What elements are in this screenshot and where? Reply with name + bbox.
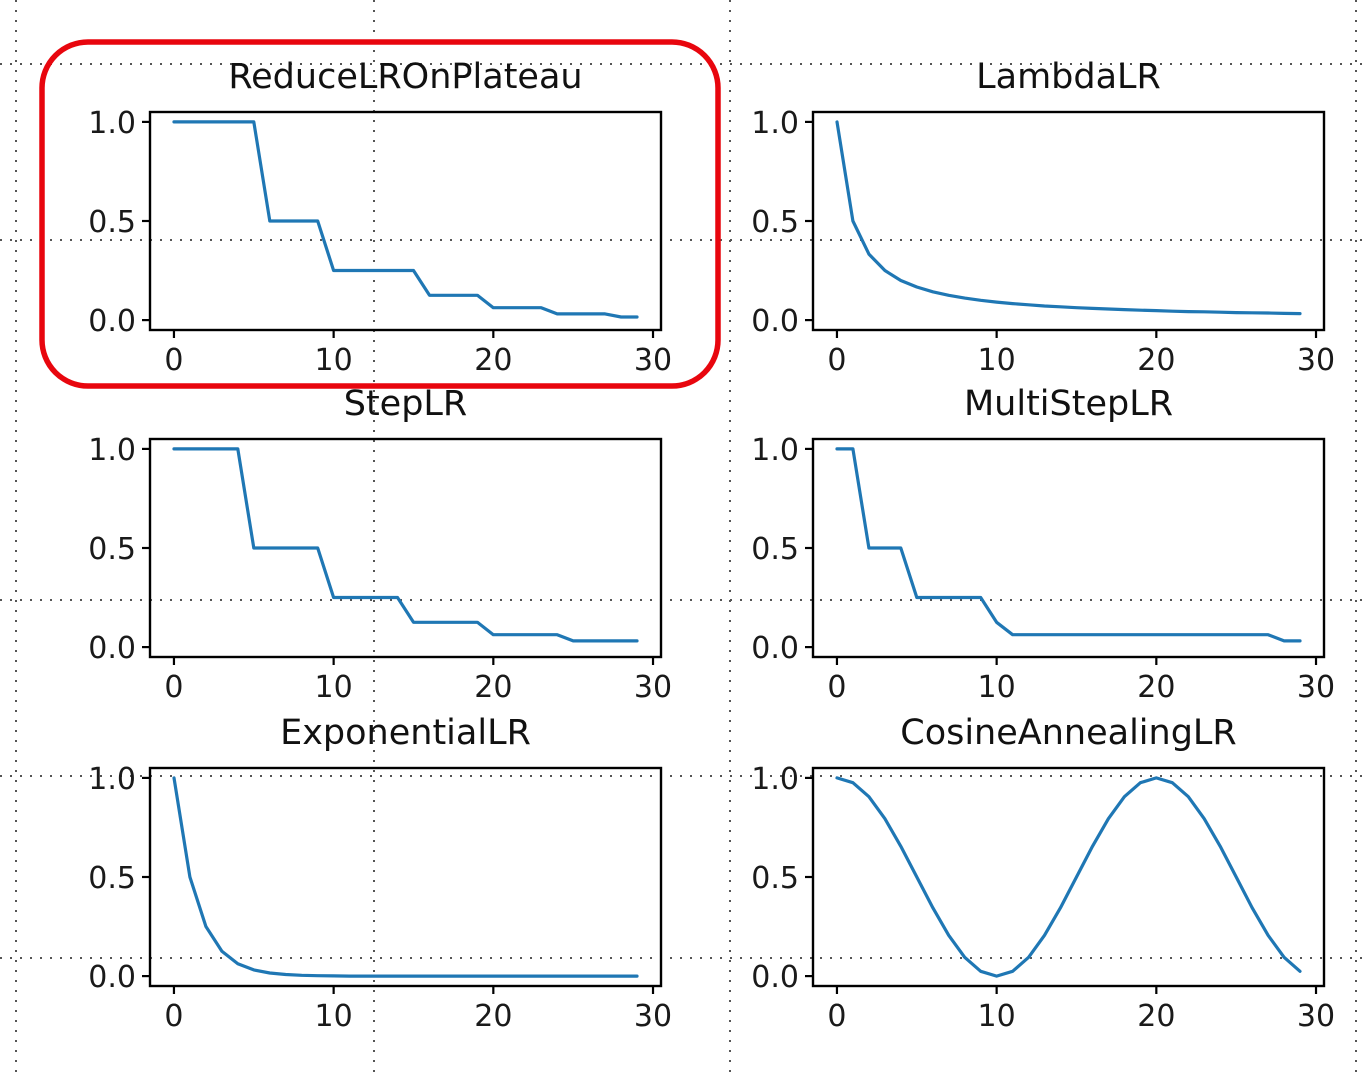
subplot-exponential-lr: ExponentialLR 0 10 20 30 0.0 0.5 1.0: [88, 713, 672, 1034]
x-tick-label: 30: [634, 670, 672, 705]
y-tick-label: 0.0: [88, 304, 136, 339]
x-tick-label: 10: [978, 999, 1016, 1034]
series-line: [172, 120, 639, 319]
series-line: [835, 776, 1302, 978]
x-tick-label: 10: [315, 670, 353, 705]
y-tick-label: 0.5: [88, 861, 136, 896]
y-tick-label: 0.0: [751, 631, 799, 666]
chart-title: StepLR: [344, 384, 468, 424]
y-tick-label: 0.5: [751, 205, 799, 240]
x-tick-label: 0: [164, 670, 183, 705]
series-line: [172, 776, 639, 978]
series-line: [835, 447, 1302, 643]
x-tick-label: 20: [1137, 999, 1175, 1034]
axes-frame: [148, 110, 663, 332]
y-tick-label: 1.0: [88, 106, 136, 141]
subplot-lambda-lr: LambdaLR 0 10 20 30 0.0 0.5 1.0: [751, 57, 1335, 378]
chart-title: ReduceLROnPlateau: [228, 57, 582, 97]
y-tick-label: 1.0: [751, 762, 799, 797]
x-tick-label: 20: [1137, 670, 1175, 705]
chart-title: MultiStepLR: [964, 384, 1173, 424]
subplot-step-lr: StepLR 0 10 20 30 0.0 0.5 1.0: [88, 384, 672, 705]
x-tick-label: 0: [164, 343, 183, 378]
y-tick-label: 0.0: [751, 304, 799, 339]
subplot-cosine-annealing-lr: CosineAnnealingLR 0 10 20 30 0.0 0.5 1.0: [751, 713, 1335, 1034]
series-line: [835, 120, 1302, 316]
axes-frame: [811, 110, 1326, 332]
x-tick-label: 0: [827, 670, 846, 705]
x-tick-label: 30: [1297, 670, 1335, 705]
chart-title: CosineAnnealingLR: [900, 713, 1236, 753]
x-tick-label: 20: [474, 999, 512, 1034]
x-tick-label: 10: [315, 999, 353, 1034]
y-tick-label: 0.5: [88, 532, 136, 567]
y-tick-label: 0.5: [751, 532, 799, 567]
x-tick-label: 20: [474, 343, 512, 378]
y-tick-label: 1.0: [751, 433, 799, 468]
chart-title: ExponentialLR: [280, 713, 531, 753]
x-tick-label: 0: [827, 343, 846, 378]
x-tick-label: 0: [164, 999, 183, 1034]
y-tick-label: 0.5: [88, 205, 136, 240]
subplot-reduce-lr-on-plateau: ReduceLROnPlateau 0 10 20 30 0.0 0.5 1.0: [88, 57, 672, 378]
series-line: [172, 447, 639, 643]
y-tick-label: 0.5: [751, 861, 799, 896]
x-tick-label: 0: [827, 999, 846, 1034]
highlight-box: [39, 39, 721, 389]
x-tick-label: 30: [1297, 999, 1335, 1034]
x-tick-label: 30: [1297, 343, 1335, 378]
subplot-multi-step-lr: MultiStepLR 0 10 20 30 0.0 0.5 1.0: [751, 384, 1335, 705]
y-tick-label: 1.0: [751, 106, 799, 141]
y-tick-label: 0.0: [88, 631, 136, 666]
x-tick-label: 20: [474, 670, 512, 705]
x-tick-label: 30: [634, 999, 672, 1034]
y-tick-label: 1.0: [88, 433, 136, 468]
x-tick-label: 10: [978, 343, 1016, 378]
x-tick-label: 30: [634, 343, 672, 378]
x-tick-label: 10: [978, 670, 1016, 705]
axes-frame: [811, 766, 1326, 988]
axes-frame: [148, 437, 663, 659]
y-tick-label: 0.0: [751, 960, 799, 995]
y-tick-label: 0.0: [88, 960, 136, 995]
y-tick-label: 1.0: [88, 762, 136, 797]
chart-title: LambdaLR: [976, 57, 1161, 97]
x-tick-label: 10: [315, 343, 353, 378]
x-tick-label: 20: [1137, 343, 1175, 378]
